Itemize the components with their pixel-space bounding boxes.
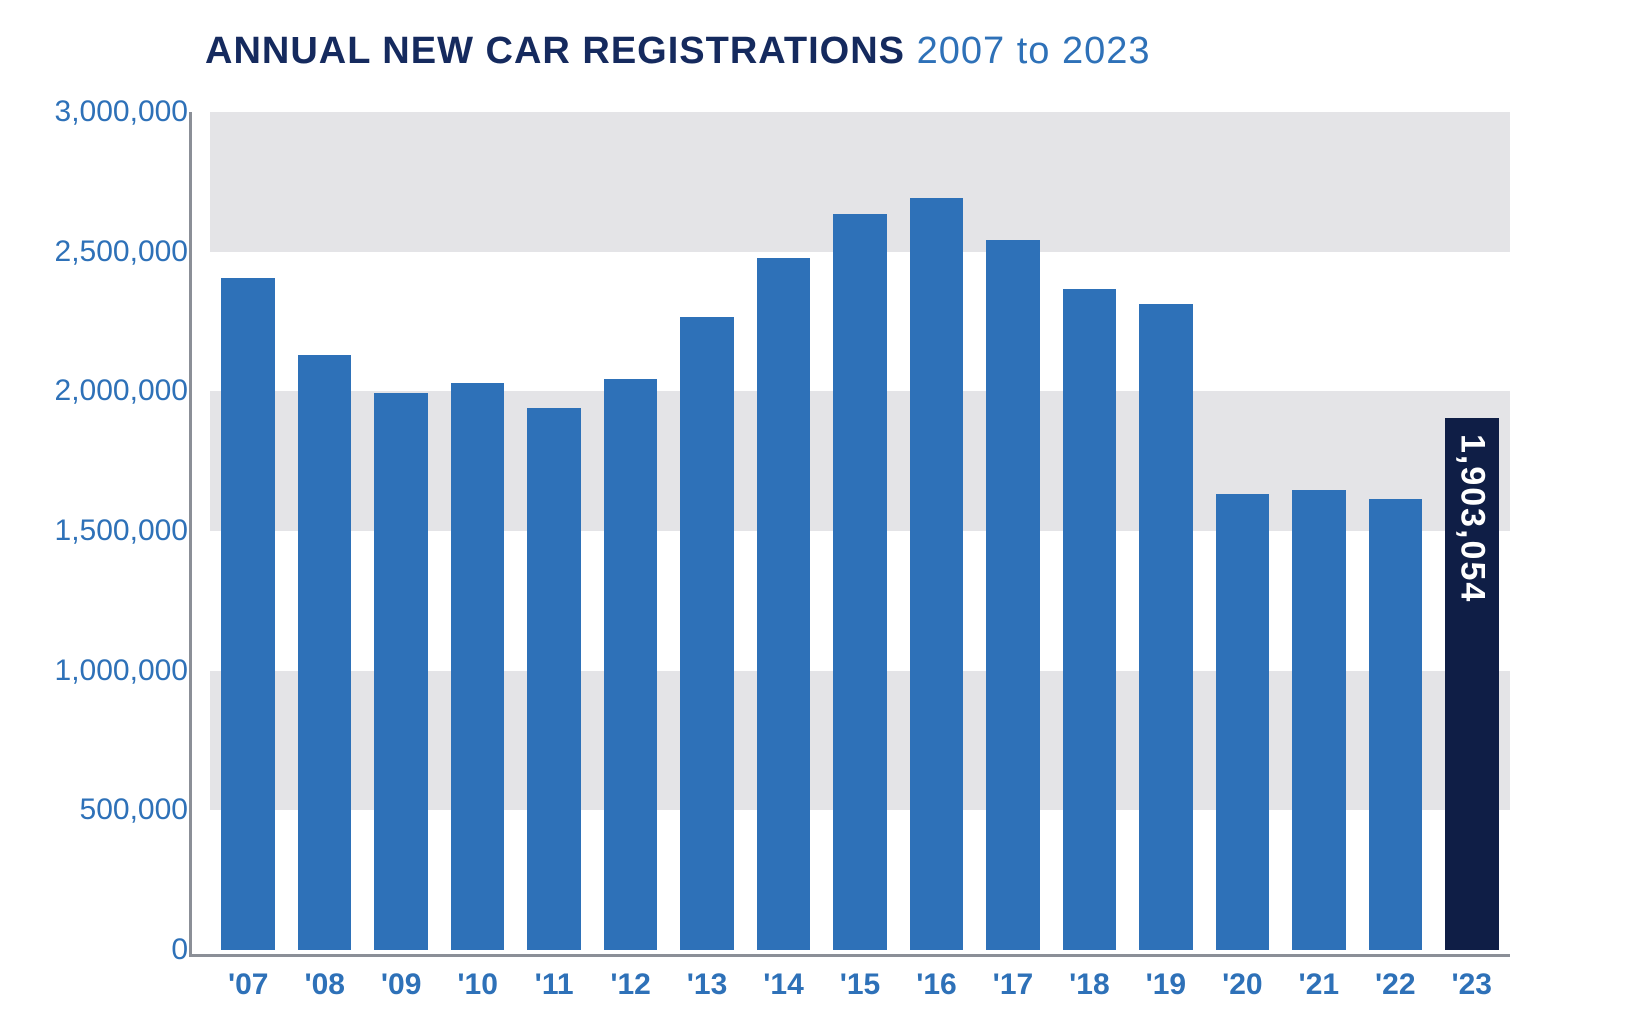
bar	[833, 214, 887, 950]
bar	[221, 278, 275, 950]
x-tick-label: '09	[381, 968, 422, 1002]
x-tick-label: '22	[1375, 968, 1416, 1002]
bar	[374, 393, 428, 950]
plot-area: 1,903,054	[210, 112, 1510, 950]
x-tick-label: '10	[457, 968, 498, 1002]
bar	[910, 198, 964, 950]
y-tick-label: 1,500,000	[0, 514, 188, 548]
bar	[604, 379, 658, 950]
chart-title-bold: ANNUAL NEW CAR REGISTRATIONS	[205, 30, 905, 72]
bar	[298, 355, 352, 950]
y-tick-label: 2,500,000	[0, 235, 188, 269]
x-tick-label: '19	[1146, 968, 1187, 1002]
chart-title: ANNUAL NEW CAR REGISTRATIONS 2007 to 202…	[205, 30, 1151, 73]
x-tick-label: '13	[687, 968, 728, 1002]
bar	[1369, 499, 1423, 950]
y-tick-label: 2,000,000	[0, 374, 188, 408]
y-tick-label: 0	[0, 933, 188, 967]
bar	[1216, 494, 1270, 950]
x-tick-label: '15	[840, 968, 881, 1002]
y-tick-label: 3,000,000	[0, 95, 188, 129]
bar	[527, 408, 581, 950]
x-tick-label: '18	[1069, 968, 1110, 1002]
bar	[757, 258, 811, 950]
car-registrations-chart: ANNUAL NEW CAR REGISTRATIONS 2007 to 202…	[0, 0, 1640, 1028]
x-tick-label: '08	[304, 968, 345, 1002]
x-tick-label: '12	[610, 968, 651, 1002]
x-tick-label: '07	[228, 968, 269, 1002]
bar-highlight: 1,903,054	[1445, 418, 1499, 950]
y-tick-label: 500,000	[0, 793, 188, 827]
x-tick-label: '23	[1451, 968, 1492, 1002]
x-axis-line	[189, 954, 1510, 957]
x-tick-label: '20	[1222, 968, 1263, 1002]
bar	[451, 383, 505, 950]
x-tick-label: '17	[993, 968, 1034, 1002]
x-tick-label: '14	[763, 968, 804, 1002]
x-tick-label: '11	[535, 968, 574, 1002]
bar	[1292, 490, 1346, 950]
y-axis-line	[189, 112, 192, 957]
bar	[1139, 304, 1193, 950]
bar	[986, 240, 1040, 950]
x-tick-label: '21	[1299, 968, 1340, 1002]
x-tick-label: '16	[916, 968, 957, 1002]
bar	[1063, 289, 1117, 950]
chart-title-regular: 2007 to 2023	[917, 30, 1151, 72]
bar	[680, 317, 734, 950]
y-tick-label: 1,000,000	[0, 654, 188, 688]
bar-value-label: 1,903,054	[1452, 434, 1491, 603]
